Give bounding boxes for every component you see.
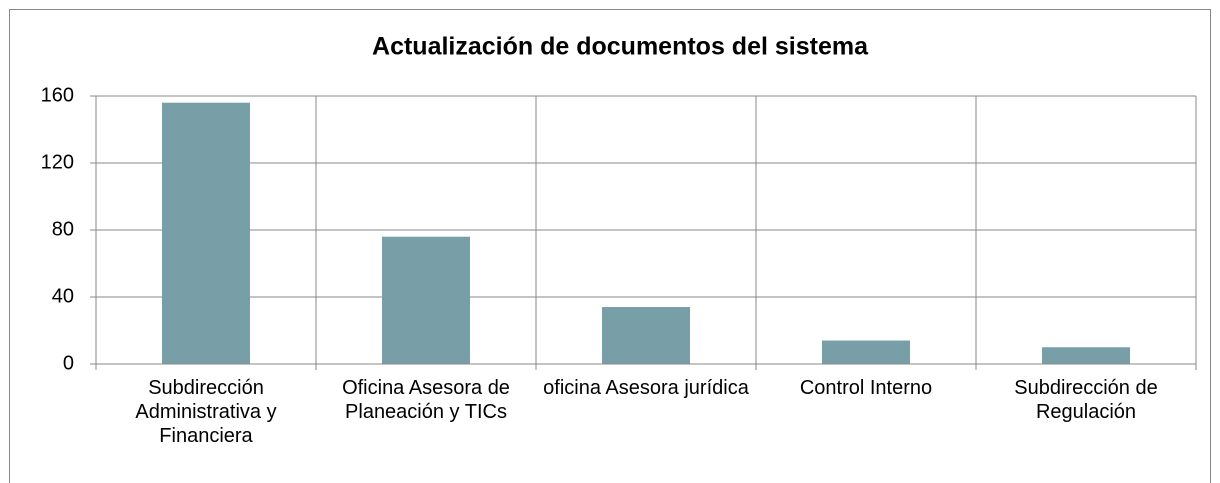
chart-border: [9, 9, 1211, 483]
bar: [162, 102, 250, 364]
chart-title: Actualización de documentos del sistema: [372, 33, 869, 61]
bar: [822, 340, 910, 364]
y-tick-label: 80: [52, 218, 74, 240]
bar: [382, 236, 470, 364]
x-tick-label: Oficina Asesora de Planeación y TICs: [342, 377, 510, 423]
y-tick-label: 0: [63, 352, 74, 374]
x-tick-label: Control Interno: [799, 377, 933, 399]
y-tick-label: 120: [41, 151, 74, 173]
x-tick-label: oficina Asesora jurídica: [543, 377, 749, 399]
bar: [602, 307, 690, 364]
y-tick-label: 40: [52, 285, 74, 307]
y-tick-label: 160: [41, 84, 74, 106]
x-tick-label: Subdirección de Regulación: [1014, 377, 1158, 423]
bar: [1042, 347, 1130, 364]
x-tick-label: Subdirección Administrativa y Financiera: [135, 377, 277, 447]
